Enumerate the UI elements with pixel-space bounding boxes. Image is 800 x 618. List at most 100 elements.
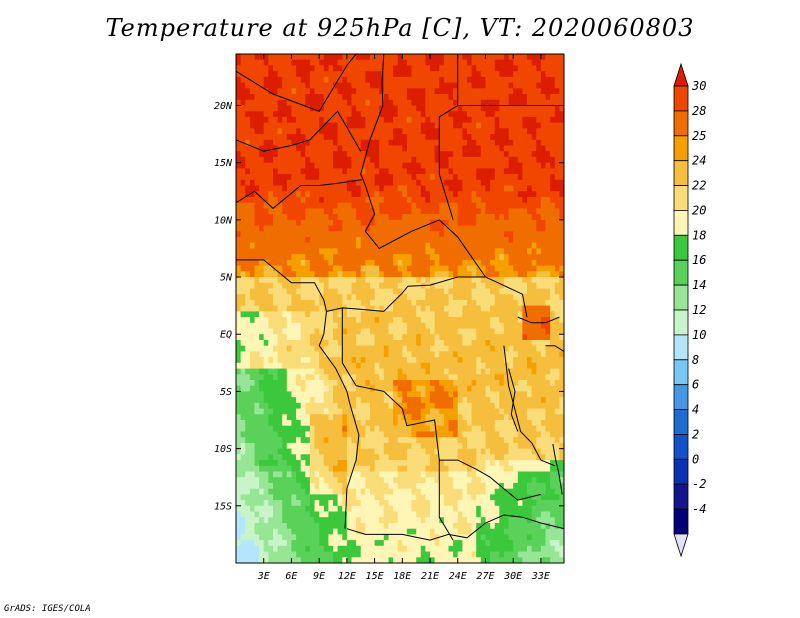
field-cell xyxy=(360,237,366,244)
field-cell xyxy=(503,414,510,421)
field-cell xyxy=(277,248,283,255)
field-cell xyxy=(286,282,292,290)
field-cell xyxy=(286,219,292,227)
field-cell xyxy=(333,65,339,72)
field-cell xyxy=(448,328,454,335)
field-cell xyxy=(448,380,454,387)
field-cell xyxy=(286,397,292,404)
field-cell xyxy=(370,162,376,169)
field-cell xyxy=(494,414,500,421)
field-cell xyxy=(513,317,519,324)
field-cell xyxy=(545,437,551,444)
field-cell xyxy=(490,174,496,181)
field-cell xyxy=(434,351,440,358)
field-cell xyxy=(457,162,463,169)
field-cell xyxy=(236,248,242,255)
field-cell xyxy=(323,254,329,261)
field-cell xyxy=(268,185,274,192)
field-cell xyxy=(416,111,422,118)
field-cell xyxy=(379,277,385,284)
field-cell xyxy=(476,380,482,387)
field-cell xyxy=(545,340,551,347)
field-cell xyxy=(527,105,533,112)
field-cell xyxy=(490,397,496,404)
field-cell xyxy=(245,214,251,221)
field-cell xyxy=(536,299,542,307)
field-cell xyxy=(554,82,560,89)
field-cell xyxy=(499,105,505,112)
field-cell xyxy=(471,271,477,278)
field-cell xyxy=(434,357,440,364)
field-cell xyxy=(314,340,320,347)
field-cell xyxy=(416,168,422,175)
field-cell xyxy=(254,94,260,101)
field-cell xyxy=(379,380,385,387)
field-cell xyxy=(471,122,477,129)
field-cell xyxy=(517,151,523,158)
field-cell xyxy=(291,254,297,261)
field-cell xyxy=(240,174,246,181)
field-cell xyxy=(420,151,426,158)
field-cell xyxy=(323,288,329,295)
field-cell xyxy=(416,294,422,301)
field-cell xyxy=(480,397,486,404)
field-cell xyxy=(383,139,389,147)
field-cell xyxy=(351,134,357,141)
field-cell xyxy=(420,277,426,284)
field-cell xyxy=(485,208,491,215)
field-cell xyxy=(430,317,436,324)
field-cell xyxy=(522,362,528,370)
field-cell xyxy=(406,191,413,198)
field-cell xyxy=(296,231,302,238)
field-cell xyxy=(457,248,463,255)
field-cell xyxy=(485,328,491,335)
field-cell xyxy=(536,128,542,135)
field-cell xyxy=(379,202,385,209)
field-cell xyxy=(559,88,564,95)
field-cell xyxy=(319,71,325,78)
field-cell xyxy=(249,380,256,387)
field-cell xyxy=(517,397,523,404)
field-cell xyxy=(273,237,279,244)
field-cell xyxy=(559,362,564,370)
field-cell xyxy=(333,76,339,84)
field-cell xyxy=(508,197,514,204)
field-cell xyxy=(383,425,389,432)
field-cell xyxy=(439,282,445,290)
field-cell xyxy=(490,94,496,101)
field-cell xyxy=(254,380,260,387)
field-cell xyxy=(254,368,260,375)
field-cell xyxy=(503,99,510,107)
field-cell xyxy=(291,294,297,301)
field-cell xyxy=(531,271,537,278)
field-cell xyxy=(485,351,491,358)
field-cell xyxy=(527,340,533,347)
field-cell xyxy=(522,202,528,209)
field-cell xyxy=(351,162,357,169)
field-cell xyxy=(485,82,491,89)
field-cell xyxy=(286,54,292,61)
field-cell xyxy=(277,317,283,324)
field-cell xyxy=(448,414,454,421)
field-cell xyxy=(342,168,348,175)
field-cell xyxy=(420,437,426,444)
field-cell xyxy=(379,185,385,192)
field-cell xyxy=(268,116,274,124)
field-cell xyxy=(430,254,436,261)
field-cell xyxy=(342,271,348,278)
field-cell xyxy=(291,88,297,95)
field-cell xyxy=(273,351,279,358)
field-cell xyxy=(476,71,482,78)
field-cell xyxy=(471,317,477,324)
field-cell xyxy=(291,425,297,432)
field-cell xyxy=(457,414,463,421)
field-cell xyxy=(434,259,440,267)
field-cell xyxy=(291,362,297,370)
field-cell xyxy=(249,242,256,249)
field-cell xyxy=(305,219,311,227)
field-cell xyxy=(342,357,348,364)
field-cell xyxy=(370,368,376,375)
field-cell xyxy=(300,65,306,72)
field-cell xyxy=(259,168,265,175)
field-cell xyxy=(503,351,510,358)
